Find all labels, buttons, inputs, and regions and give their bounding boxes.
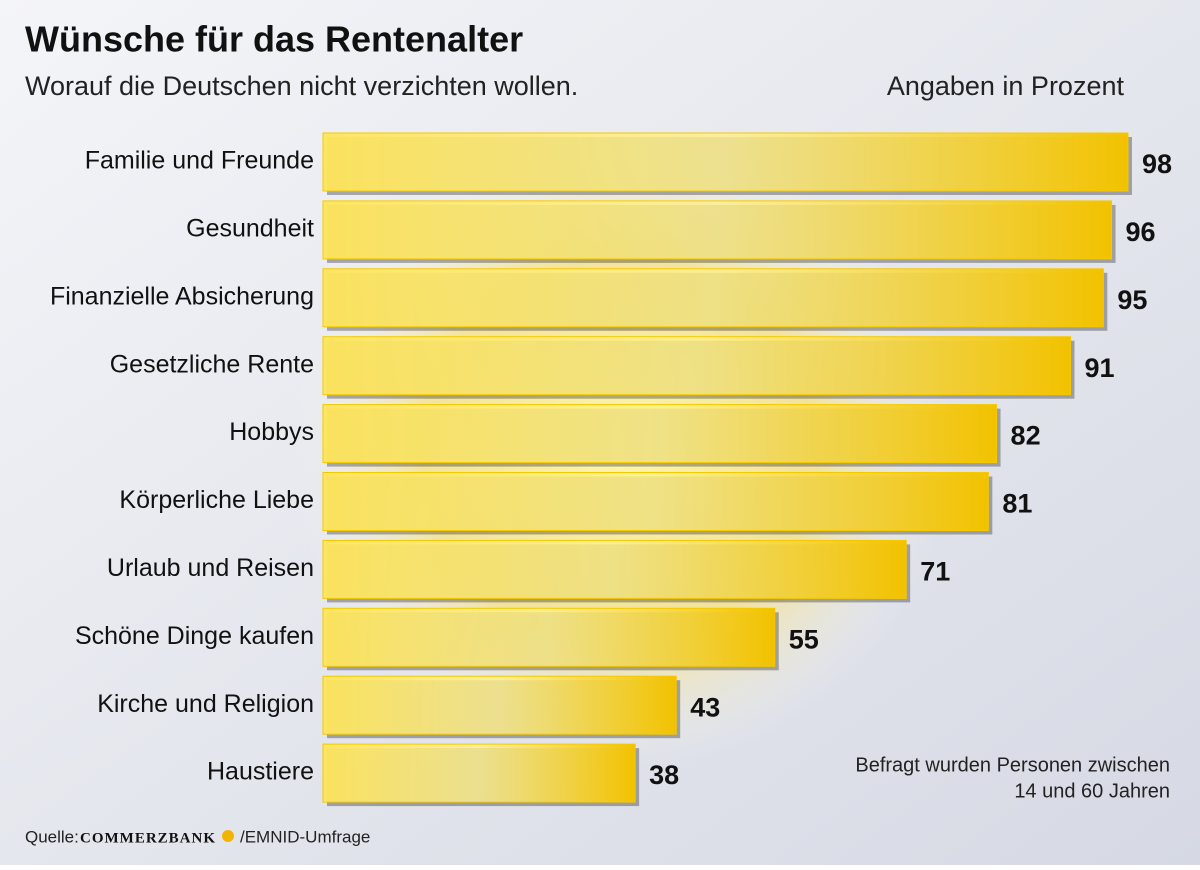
category-label: Gesundheit: [186, 215, 314, 243]
value-label: 81: [1002, 489, 1032, 519]
category-label: Kirche und Religion: [97, 690, 314, 718]
bar: [322, 539, 907, 599]
value-label: 96: [1126, 217, 1156, 247]
bar: [322, 607, 776, 667]
chart-title: Wünsche für das Rentenalter: [25, 19, 523, 60]
category-label: Schöne Dinge kaufen: [75, 622, 314, 650]
bar: [322, 268, 1104, 328]
category-label: Gesetzliche Rente: [110, 350, 314, 378]
bar: [322, 336, 1071, 396]
value-label: 71: [920, 557, 950, 587]
bar: [322, 743, 636, 803]
value-label: 95: [1117, 285, 1147, 315]
bar: [322, 132, 1129, 192]
source-brand: COMMERZBANK: [80, 830, 216, 846]
category-label: Körperliche Liebe: [119, 486, 314, 514]
value-label: 91: [1084, 353, 1114, 383]
footnote: Befragt wurden Personen zwischen: [855, 754, 1170, 776]
value-label: 98: [1142, 149, 1172, 179]
unit-note: Angaben in Prozent: [887, 71, 1125, 101]
bar: [322, 472, 989, 531]
value-label: 55: [789, 624, 819, 654]
value-label: 38: [649, 760, 679, 790]
category-label: Haustiere: [207, 758, 314, 786]
category-label: Urlaub und Reisen: [107, 554, 314, 582]
chart-subtitle: Worauf die Deutschen nicht verzichten wo…: [25, 71, 578, 101]
source-suffix: /EMNID-Umfrage: [240, 827, 370, 846]
bar: [322, 675, 677, 735]
category-label: Finanzielle Absicherung: [50, 282, 314, 310]
category-label: Hobbys: [229, 418, 314, 446]
footnote: 14 und 60 Jahren: [1014, 780, 1170, 802]
value-label: 82: [1011, 421, 1041, 451]
bar: [322, 404, 998, 464]
brand-logo: [222, 830, 234, 842]
bar: [322, 200, 1113, 260]
category-label: Familie und Freunde: [85, 147, 314, 175]
source-prefix: Quelle:: [25, 827, 79, 846]
value-label: 43: [690, 692, 720, 722]
